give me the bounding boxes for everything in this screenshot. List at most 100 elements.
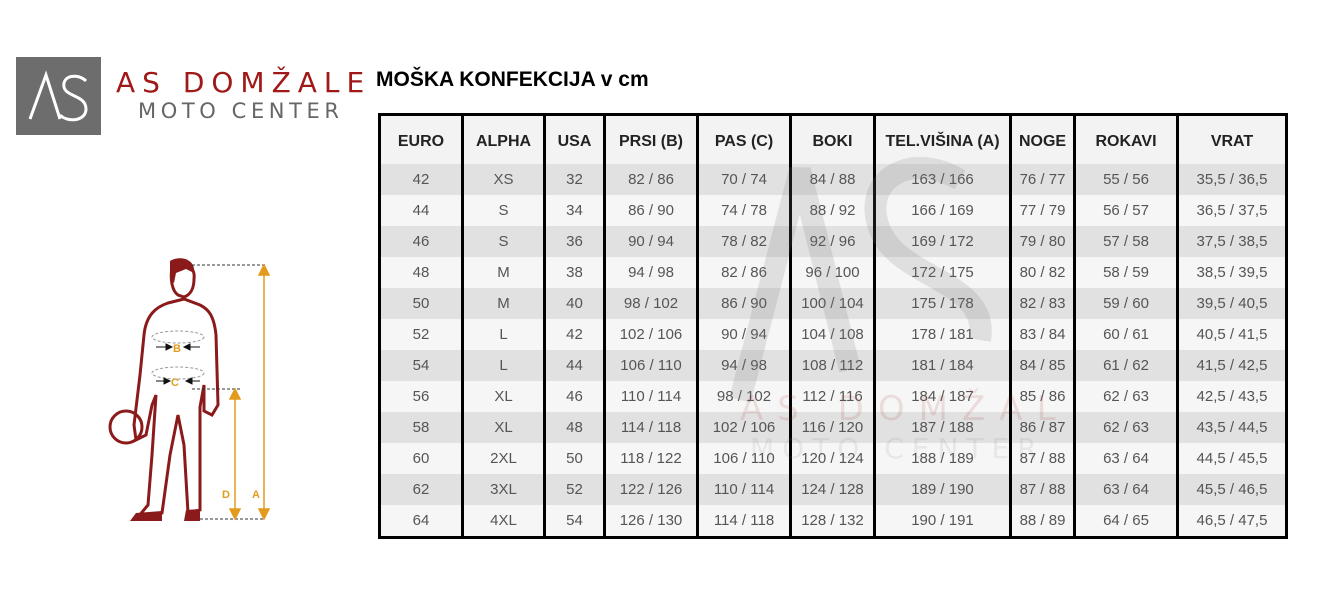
- cell-alpha: L: [461, 350, 546, 381]
- cell-pas: 106 / 110: [696, 443, 792, 474]
- brand-name: AS DOMŽALE: [116, 66, 372, 99]
- col-pas: PAS (C): [696, 114, 792, 164]
- cell-prsi: 110 / 114: [603, 381, 699, 412]
- label-d: D: [222, 489, 230, 501]
- table-row: 62 3XL 52 122 / 126 110 / 114 124 / 128 189 / …: [378, 474, 1288, 505]
- cell-boki: 100 / 104: [789, 288, 876, 319]
- cell-rokavi: 63 / 64: [1073, 474, 1179, 505]
- cell-boki: 128 / 132: [789, 505, 876, 538]
- cell-noge: 77 / 79: [1009, 195, 1076, 226]
- cell-usa: 46: [543, 381, 606, 412]
- cell-rokavi: 61 / 62: [1073, 350, 1179, 381]
- cell-euro: 44: [378, 195, 464, 226]
- cell-vrat: 35,5 / 36,5: [1176, 164, 1288, 195]
- table-row: 64 4XL 54 126 / 130 114 / 118 128 / 132 190 / …: [378, 505, 1288, 538]
- cell-vrat: 44,5 / 45,5: [1176, 443, 1288, 474]
- cell-euro: 56: [378, 381, 464, 412]
- cell-boki: 84 / 88: [789, 164, 876, 195]
- cell-noge: 82 / 83: [1009, 288, 1076, 319]
- cell-noge: 84 / 85: [1009, 350, 1076, 381]
- cell-vrat: 42,5 / 43,5: [1176, 381, 1288, 412]
- col-vrat: VRAT: [1176, 114, 1288, 164]
- table-row: 54 L 44 106 / 110 94 / 98 108 / 112 181 / 184 8…: [378, 350, 1288, 381]
- cell-boki: 88 / 92: [789, 195, 876, 226]
- cell-pas: 114 / 118: [696, 505, 792, 538]
- cell-tel-visina: 188 / 189: [873, 443, 1012, 474]
- cell-boki: 96 / 100: [789, 257, 876, 288]
- table-row: 58 XL 48 114 / 118 102 / 106 116 / 120 187 / 1…: [378, 412, 1288, 443]
- cell-alpha: M: [461, 288, 546, 319]
- cell-pas: 78 / 82: [696, 226, 792, 257]
- cell-usa: 54: [543, 505, 606, 538]
- cell-prsi: 114 / 118: [603, 412, 699, 443]
- cell-alpha: 3XL: [461, 474, 546, 505]
- cell-vrat: 39,5 / 40,5: [1176, 288, 1288, 319]
- cell-alpha: XS: [461, 164, 546, 195]
- cell-tel-visina: 178 / 181: [873, 319, 1012, 350]
- col-alpha: ALPHA: [461, 114, 546, 164]
- col-rokavi: ROKAVI: [1073, 114, 1179, 164]
- cell-euro: 54: [378, 350, 464, 381]
- cell-rokavi: 58 / 59: [1073, 257, 1179, 288]
- cell-noge: 86 / 87: [1009, 412, 1076, 443]
- cell-usa: 40: [543, 288, 606, 319]
- cell-noge: 76 / 77: [1009, 164, 1076, 195]
- page-title: MOŠKA KONFEKCIJA v cm: [376, 68, 649, 91]
- cell-tel-visina: 189 / 190: [873, 474, 1012, 505]
- cell-vrat: 45,5 / 46,5: [1176, 474, 1288, 505]
- table-row: 42 XS 32 82 / 86 70 / 74 84 / 88 163 / 166 76 /…: [378, 164, 1288, 195]
- cell-prsi: 126 / 130: [603, 505, 699, 538]
- cell-boki: 112 / 116: [789, 381, 876, 412]
- cell-noge: 79 / 80: [1009, 226, 1076, 257]
- cell-usa: 38: [543, 257, 606, 288]
- cell-pas: 94 / 98: [696, 350, 792, 381]
- col-boki: BOKI: [789, 114, 876, 164]
- cell-pas: 82 / 86: [696, 257, 792, 288]
- label-a: A: [252, 489, 260, 501]
- cell-boki: 108 / 112: [789, 350, 876, 381]
- cell-rokavi: 55 / 56: [1073, 164, 1179, 195]
- cell-noge: 88 / 89: [1009, 505, 1076, 538]
- cell-boki: 104 / 108: [789, 319, 876, 350]
- cell-pas: 74 / 78: [696, 195, 792, 226]
- cell-prsi: 122 / 126: [603, 474, 699, 505]
- cell-rokavi: 62 / 63: [1073, 381, 1179, 412]
- cell-euro: 60: [378, 443, 464, 474]
- table-row: 56 XL 46 110 / 114 98 / 102 112 / 116 184 / 18…: [378, 381, 1288, 412]
- cell-noge: 85 / 86: [1009, 381, 1076, 412]
- cell-alpha: S: [461, 195, 546, 226]
- cell-tel-visina: 187 / 188: [873, 412, 1012, 443]
- cell-tel-visina: 190 / 191: [873, 505, 1012, 538]
- cell-prsi: 118 / 122: [603, 443, 699, 474]
- cell-noge: 83 / 84: [1009, 319, 1076, 350]
- cell-noge: 87 / 88: [1009, 474, 1076, 505]
- col-usa: USA: [543, 114, 606, 164]
- cell-alpha: S: [461, 226, 546, 257]
- cell-euro: 50: [378, 288, 464, 319]
- table-row: 46 S 36 90 / 94 78 / 82 92 / 96 169 / 172 79 / …: [378, 226, 1288, 257]
- cell-usa: 50: [543, 443, 606, 474]
- cell-alpha: XL: [461, 412, 546, 443]
- cell-pas: 102 / 106: [696, 412, 792, 443]
- cell-usa: 42: [543, 319, 606, 350]
- table-row: 48 M 38 94 / 98 82 / 86 96 / 100 172 / 175 80 /…: [378, 257, 1288, 288]
- size-table: EURO ALPHA USA PRSI (B) PAS (C) BOKI TEL…: [378, 113, 1288, 539]
- cell-tel-visina: 166 / 169: [873, 195, 1012, 226]
- cell-prsi: 90 / 94: [603, 226, 699, 257]
- cell-tel-visina: 181 / 184: [873, 350, 1012, 381]
- cell-prsi: 94 / 98: [603, 257, 699, 288]
- cell-noge: 80 / 82: [1009, 257, 1076, 288]
- cell-tel-visina: 172 / 175: [873, 257, 1012, 288]
- cell-alpha: 4XL: [461, 505, 546, 538]
- cell-boki: 92 / 96: [789, 226, 876, 257]
- cell-euro: 42: [378, 164, 464, 195]
- cell-vrat: 43,5 / 44,5: [1176, 412, 1288, 443]
- cell-rokavi: 57 / 58: [1073, 226, 1179, 257]
- cell-boki: 120 / 124: [789, 443, 876, 474]
- label-c: C: [171, 377, 179, 389]
- cell-alpha: M: [461, 257, 546, 288]
- cell-vrat: 38,5 / 39,5: [1176, 257, 1288, 288]
- cell-pas: 70 / 74: [696, 164, 792, 195]
- cell-prsi: 86 / 90: [603, 195, 699, 226]
- cell-euro: 62: [378, 474, 464, 505]
